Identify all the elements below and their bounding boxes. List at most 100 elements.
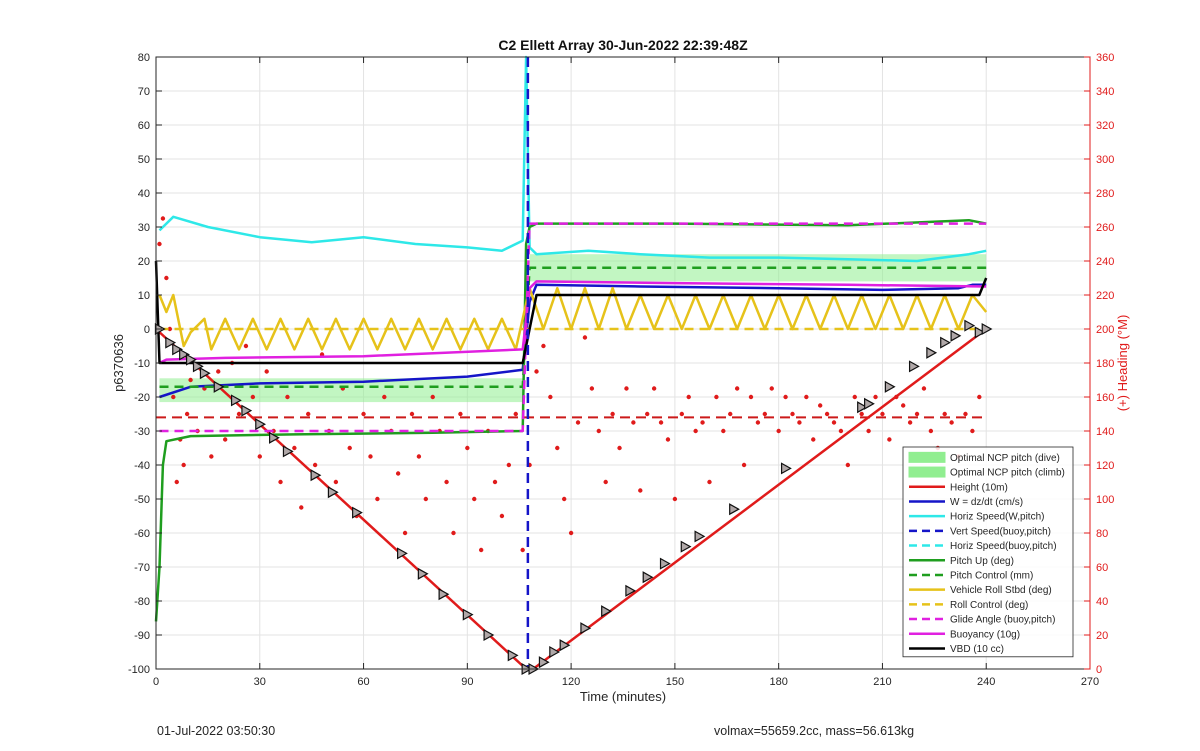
height-marker — [864, 397, 875, 410]
y2-tick-label: 320 — [1096, 120, 1114, 132]
heading-point — [762, 411, 768, 417]
heading-point — [845, 462, 851, 468]
y-tick-label: 80 — [138, 52, 150, 64]
y2-tick-label: 60 — [1096, 562, 1108, 574]
heading-point — [347, 445, 352, 451]
height-marker — [981, 322, 993, 336]
heading-point — [921, 386, 927, 391]
heading-point — [741, 462, 747, 468]
y-tick-label: 20 — [138, 256, 150, 268]
heading-point — [382, 394, 387, 400]
y2-tick-label: 0 — [1096, 664, 1102, 676]
heading-point — [693, 428, 698, 434]
y-tick-label: -100 — [128, 664, 150, 676]
heading-point — [672, 496, 678, 502]
y-tick-label: -50 — [134, 494, 150, 506]
series-buoyancy-10g — [158, 280, 987, 365]
y2-tick-label: 260 — [1096, 222, 1114, 234]
y2-tick-label: 340 — [1096, 86, 1114, 98]
heading-point — [243, 343, 249, 349]
heading-point — [458, 411, 463, 417]
height-marker — [884, 380, 896, 393]
y2-tick-label: 80 — [1096, 528, 1108, 540]
legend-label-w-dz-dt-cm-s: W = dz/dt (cm/s) — [950, 497, 1023, 508]
heading-point — [603, 479, 608, 485]
legend-swatch-optimal-ncp-pitch-dive — [908, 451, 946, 463]
heading-point — [444, 479, 449, 485]
height-marker — [926, 346, 938, 359]
heading-point — [209, 454, 214, 459]
x-tick-label: 60 — [357, 676, 369, 688]
y-tick-label: -40 — [134, 460, 150, 472]
heading-point — [423, 496, 429, 502]
heading-point — [465, 445, 470, 451]
y-tick-label: -20 — [134, 392, 150, 404]
heading-point — [949, 420, 954, 425]
height-marker — [974, 326, 986, 339]
heading-point — [250, 394, 256, 400]
legend-box — [902, 446, 1074, 658]
y-tick-label: -90 — [134, 630, 150, 642]
legend: Optimal NCP pitch (dive) Optimal NCP pitc… — [902, 446, 1074, 658]
heading-point — [534, 369, 539, 374]
heading-point — [645, 411, 650, 417]
heading-point — [181, 462, 186, 468]
y2-tick-label: 300 — [1096, 154, 1114, 166]
heading-point — [492, 479, 498, 485]
heading-point — [679, 411, 685, 417]
y2-tick-label: 40 — [1096, 596, 1108, 608]
heading-point — [596, 428, 601, 434]
heading-point — [880, 411, 885, 417]
heading-point — [707, 479, 712, 485]
height-marker — [538, 656, 550, 669]
heading-point — [402, 530, 408, 536]
heading-point — [686, 394, 691, 400]
heading-point — [160, 216, 166, 221]
height-marker — [397, 547, 408, 560]
legend-label-vbd-10-cc: VBD (10 cc) — [950, 644, 1004, 655]
heading-point — [873, 394, 878, 400]
heading-point — [589, 386, 595, 391]
heading-point — [368, 454, 373, 459]
x-tick-label: 150 — [666, 676, 684, 688]
series-lines — [154, 55, 988, 671]
heading-point — [582, 335, 588, 340]
y2-tick-label: 140 — [1096, 426, 1114, 438]
heading-point — [472, 496, 477, 502]
heading-point — [811, 437, 816, 442]
heading-point — [658, 420, 664, 425]
height-marker — [729, 503, 740, 516]
height-marker — [282, 445, 294, 458]
heading-point — [769, 386, 774, 391]
y2-tick-label: 120 — [1096, 460, 1114, 472]
heading-point — [700, 420, 705, 425]
y2-axis-label: (+) Heading (°M) — [1115, 315, 1130, 412]
height-marker — [352, 506, 363, 519]
height-marker — [327, 486, 339, 499]
y2-tick-label: 280 — [1096, 188, 1114, 200]
heading-point — [395, 471, 401, 476]
heading-point — [714, 394, 719, 400]
height-marker — [601, 605, 612, 618]
heading-point — [852, 394, 857, 400]
heading-point — [651, 386, 657, 391]
height-marker — [199, 367, 211, 380]
height-marker — [241, 404, 253, 417]
height-marker — [559, 639, 571, 652]
y2-tick-label: 360 — [1096, 52, 1114, 64]
heading-point — [631, 420, 636, 425]
height-marker — [908, 360, 920, 373]
heading-point — [216, 369, 221, 374]
legend-label-glide-angle-buoy-pitch: Glide Angle (buoy,pitch) — [950, 615, 1055, 626]
x-tick-label: 0 — [153, 676, 159, 688]
height-marker — [680, 540, 692, 553]
heading-point — [755, 420, 761, 425]
heading-point — [306, 411, 311, 417]
heading-point — [506, 462, 512, 468]
heading-point — [977, 394, 982, 400]
heading-point — [236, 411, 242, 417]
heading-point — [157, 241, 162, 247]
y2-tick-label: 180 — [1096, 358, 1114, 370]
series-vbd-10-cc — [154, 260, 988, 365]
legend-label-pitch-control-mm: Pitch Control (mm) — [950, 570, 1033, 581]
